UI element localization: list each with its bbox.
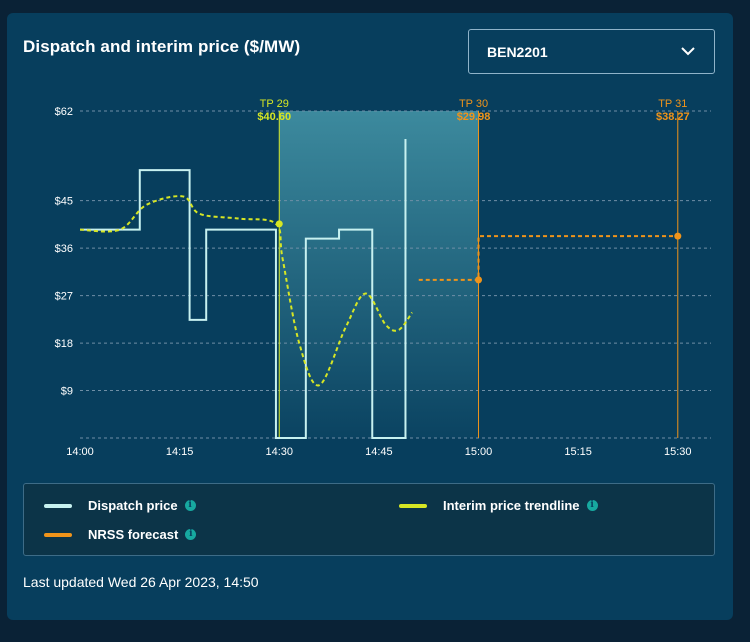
info-icon[interactable]: i [184, 500, 196, 511]
nrss-forecast-line [418, 235, 678, 281]
legend-item-nrss-forecast: NRSS forecast i [44, 527, 197, 542]
last-updated-text: Last updated Wed 26 Apr 2023, 14:50 [23, 574, 259, 590]
chevron-down-icon [681, 47, 695, 56]
price-chart: $62 $45 $36 $27 $18 $9 14:00 14:15 14:30 14:45 15:… [55, 98, 711, 458]
node-selector-value: BEN2201 [487, 44, 548, 60]
y-tick-label: $36 [55, 243, 73, 255]
price-card: Dispatch and interim price ($/MW) BEN220… [7, 13, 733, 620]
info-icon[interactable]: i [586, 500, 598, 511]
y-tick-label: $18 [55, 338, 73, 350]
legend-item-dispatch-price: Dispatch price i [44, 498, 196, 513]
x-tick-label: 14:15 [166, 446, 194, 458]
trading-period-point [674, 232, 682, 240]
legend-label: NRSS forecast [88, 527, 179, 542]
trading-period-point [275, 220, 283, 228]
y-tick-label: $45 [55, 196, 73, 208]
node-selector[interactable]: BEN2201 [468, 29, 715, 74]
x-tick-label: 15:15 [564, 446, 592, 458]
y-tick-label: $62 [55, 106, 73, 118]
current-period-highlight [279, 111, 479, 438]
chart-title: Dispatch and interim price ($/MW) [23, 37, 301, 56]
trading-period-label: TP 30 [459, 98, 488, 110]
dispatch-price-line [80, 138, 407, 439]
legend-swatch-nrss [44, 532, 72, 537]
legend-swatch-dispatch [44, 503, 72, 508]
x-tick-label: 15:30 [664, 446, 692, 458]
trading-period-price: $40.60 [257, 111, 291, 123]
info-icon[interactable]: i [185, 529, 197, 540]
chart-legend: Dispatch price i Interim price trendline… [23, 483, 715, 556]
trading-period-label: TP 29 [260, 98, 289, 110]
x-tick-label: 14:00 [66, 446, 94, 458]
legend-label: Dispatch price [88, 498, 178, 513]
x-tick-label: 14:30 [265, 446, 293, 458]
y-tick-label: $27 [55, 291, 73, 303]
trading-period-price: $29.98 [457, 111, 491, 123]
y-tick-label: $9 [61, 386, 73, 398]
x-tick-label: 15:00 [465, 446, 493, 458]
trading-period-point [475, 276, 483, 284]
legend-item-interim-trendline: Interim price trendline i [399, 498, 598, 513]
legend-swatch-trend [399, 503, 427, 508]
x-tick-label: 14:45 [365, 446, 393, 458]
trading-period-price: $38.27 [656, 111, 690, 123]
legend-label: Interim price trendline [443, 498, 580, 513]
trading-period-label: TP 31 [658, 98, 687, 110]
